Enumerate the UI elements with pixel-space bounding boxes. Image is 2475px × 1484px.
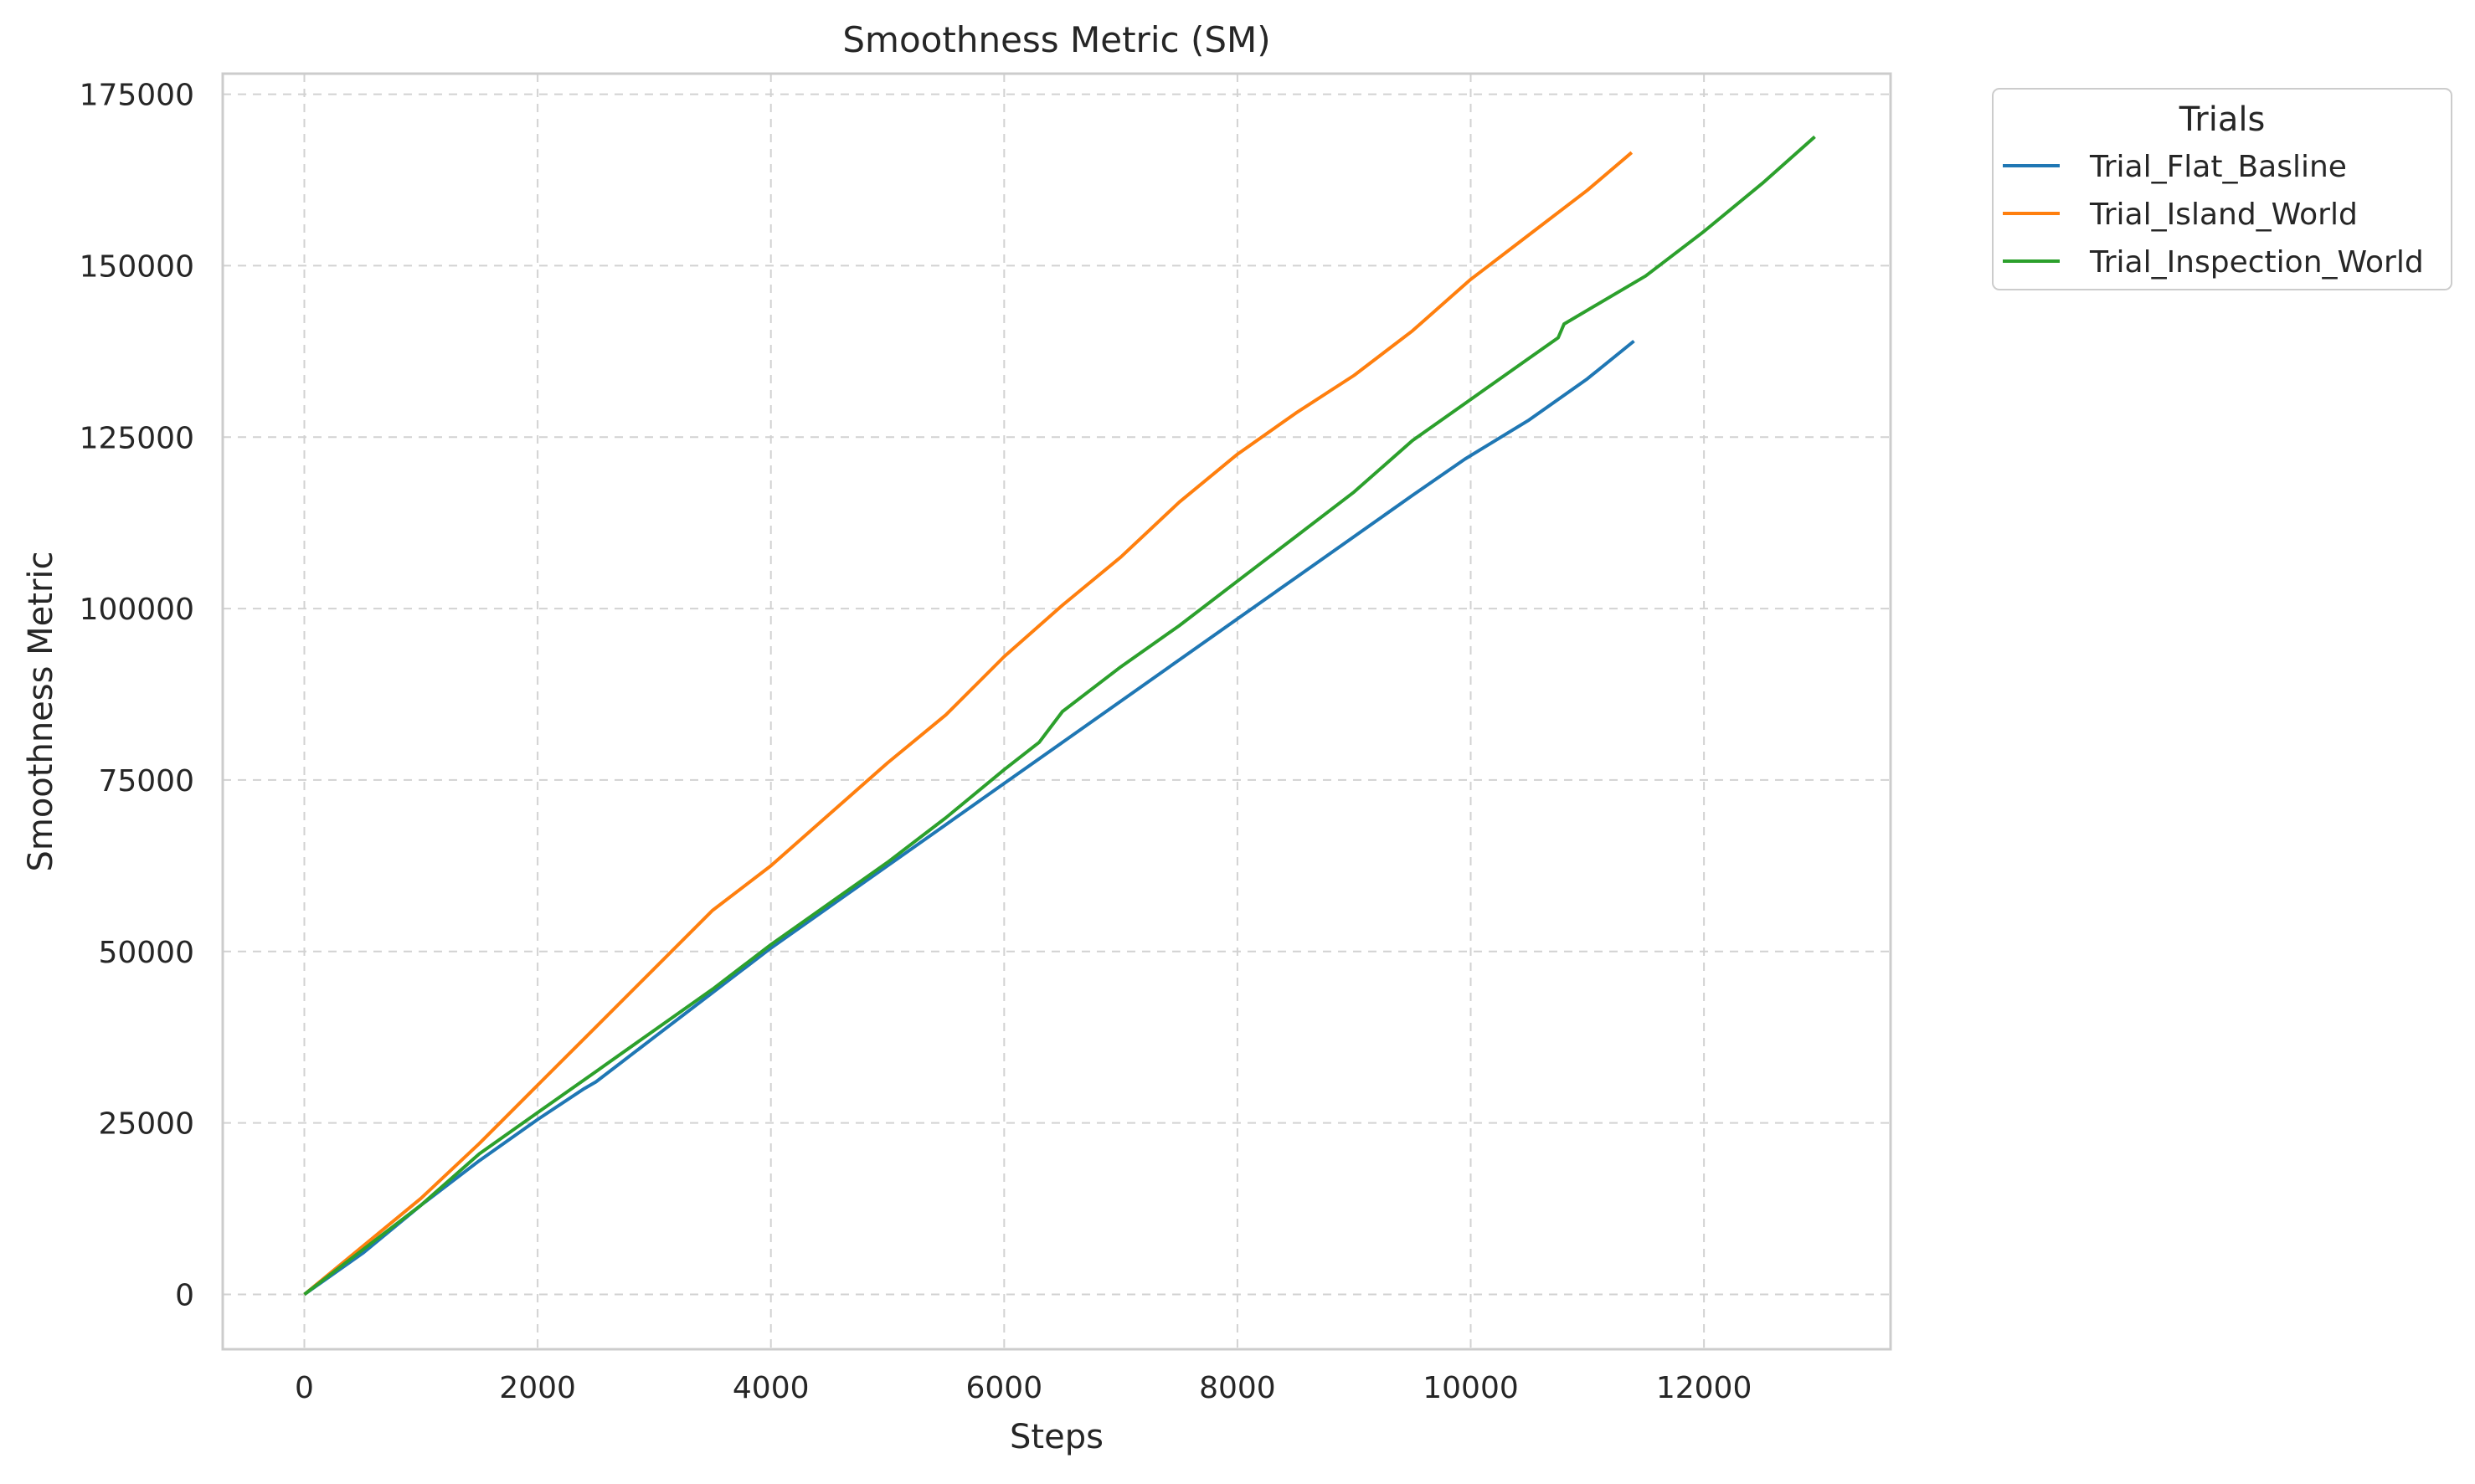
x-tick-label: 8000	[1199, 1371, 1276, 1405]
legend-label: Trial_Island_World	[2089, 198, 2358, 232]
x-tick-label: 10000	[1423, 1371, 1519, 1405]
x-tick-label: 4000	[733, 1371, 810, 1405]
y-tick-label: 100000	[80, 593, 194, 627]
chart-title: Smoothness Metric (SM)	[842, 19, 1270, 60]
series-line	[303, 151, 1634, 1297]
x-tick-label: 2000	[499, 1371, 576, 1405]
y-tick-label: 175000	[80, 79, 194, 113]
legend-title: Trials	[2179, 100, 2266, 139]
x-tick-label: 0	[295, 1371, 314, 1405]
y-tick-label: 0	[175, 1278, 194, 1312]
plot-frame	[221, 72, 1892, 1351]
legend-box	[1992, 88, 2452, 290]
y-axis-ticks: 0 25000 50000 75000 100000 125000 150000 175000	[80, 79, 194, 1313]
y-tick-label: 50000	[98, 936, 194, 970]
legend: Trials Trial_Flat_Basline Trial_Island_Wo…	[1992, 88, 2452, 290]
series-line	[303, 339, 1635, 1297]
series-lines	[303, 135, 1816, 1297]
x-tick-label: 12000	[1656, 1371, 1752, 1405]
series-line	[303, 135, 1816, 1297]
y-tick-label: 75000	[98, 764, 194, 798]
x-axis-ticks: 0 2000 4000 6000 8000 10000 12000	[295, 1371, 1752, 1405]
legend-label: Trial_Flat_Basline	[2089, 150, 2347, 184]
grid	[223, 74, 1891, 1349]
x-axis-title: Steps	[1010, 1418, 1104, 1456]
y-axis-title: Smoothness Metric	[22, 551, 60, 871]
legend-label: Trial_Inspection_World	[2089, 245, 2424, 280]
y-tick-label: 25000	[98, 1107, 194, 1142]
y-tick-label: 150000	[80, 249, 194, 284]
legend-items: Trial_Flat_Basline Trial_Island_World Tria…	[2003, 150, 2424, 280]
y-tick-label: 125000	[80, 421, 194, 455]
x-tick-label: 6000	[966, 1371, 1043, 1405]
